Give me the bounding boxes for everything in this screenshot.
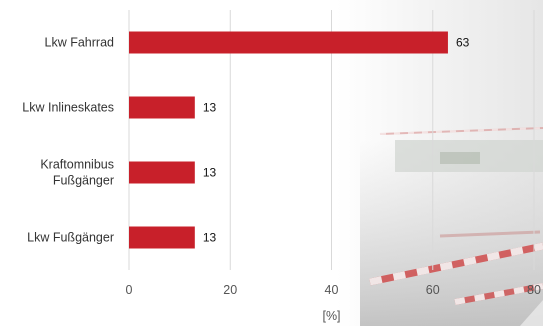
bar	[129, 31, 448, 54]
x-tick-label: 60	[426, 283, 440, 297]
x-axis-title: [%]	[322, 309, 340, 323]
category-label-line: Lkw Inlineskates	[22, 101, 114, 115]
x-tick-label: 20	[223, 283, 237, 297]
category-label: Lkw Fahrrad	[45, 36, 115, 50]
bar	[129, 226, 195, 249]
data-label: 13	[203, 231, 217, 245]
x-tick-label: 80	[527, 283, 541, 297]
bar	[129, 96, 195, 119]
data-label: 13	[203, 101, 217, 115]
category-label: Lkw Fußgänger	[27, 231, 114, 245]
category-label-line: Lkw Fußgänger	[27, 231, 114, 245]
category-label-line: Kraftomnibus	[40, 158, 114, 172]
x-tick-label: 0	[126, 283, 133, 297]
bar	[129, 161, 195, 184]
data-label: 63	[456, 36, 470, 50]
x-tick-label: 40	[325, 283, 339, 297]
category-label: Lkw Inlineskates	[22, 101, 114, 115]
category-label: Kraftomnibus Fußgänger	[40, 158, 114, 188]
data-label: 13	[203, 166, 217, 180]
category-label-line: Lkw Fahrrad	[45, 36, 115, 50]
category-label-line: Fußgänger	[53, 174, 114, 188]
